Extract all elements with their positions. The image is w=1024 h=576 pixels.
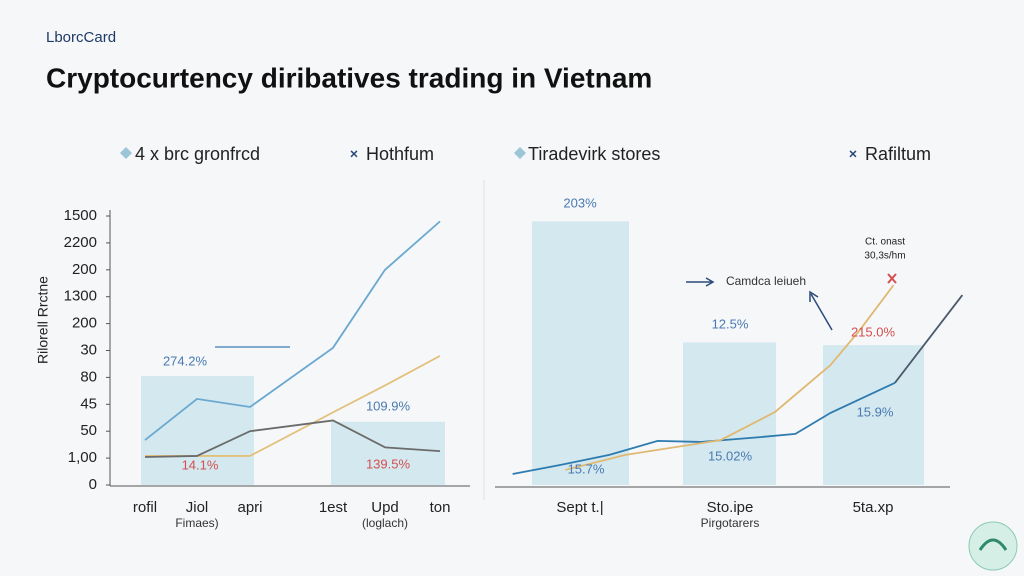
x-tick-label: 5ta.xp <box>853 499 894 516</box>
y-tick-label: 1,00 <box>68 449 97 466</box>
bar <box>683 342 776 485</box>
annotation: Camdca leiueh <box>726 274 806 288</box>
logo[interactable] <box>968 521 1018 571</box>
x-tick-label: Upd <box>371 499 399 516</box>
brand: LborcCard <box>46 29 116 46</box>
annotation: 15.9% <box>857 404 894 419</box>
y-tick-label: 30 <box>80 341 97 358</box>
bar <box>331 421 445 485</box>
x-sublabel: Pirgotarers <box>701 516 760 530</box>
legend-label: Tiradevirk stores <box>528 144 660 164</box>
x-tick-label: apri <box>237 499 262 516</box>
annotation-arrow <box>810 293 833 331</box>
x-tick-label: Sto.ipe <box>707 499 754 516</box>
annotation: Ct. onast <box>865 237 905 248</box>
y-tick-label: 80 <box>80 368 97 385</box>
bar <box>823 345 924 485</box>
annotation: 30,3s/hm <box>864 251 905 262</box>
annotation-arrow <box>705 277 715 287</box>
logo-mark <box>978 538 1008 551</box>
annotation: 14.1% <box>182 457 219 472</box>
x-tick-label: 1est <box>319 499 348 516</box>
marker <box>887 273 897 284</box>
y-tick-label: 0 <box>89 476 97 493</box>
x-tick-label: Jiol <box>186 499 209 516</box>
x-tick-label: rofil <box>133 499 157 516</box>
annotation: 12.5% <box>712 316 749 331</box>
legend-icon <box>120 147 132 159</box>
y-tick-label: 1500 <box>64 207 97 224</box>
annotation: 274.2% <box>163 353 208 368</box>
annotation: 15.7% <box>568 461 605 476</box>
annotation: 15.02% <box>708 448 753 463</box>
y-axis-label: Rilorell Rrctne <box>35 276 51 364</box>
y-tick-label: 45 <box>80 395 97 412</box>
y-tick-label: 1300 <box>64 288 97 305</box>
x-sublabel: (loglach) <box>362 516 408 530</box>
legend-label: Rafiltum <box>865 144 931 164</box>
annotation: 203% <box>563 195 597 210</box>
legend-label: 4 x brc gronfrcd <box>135 144 260 164</box>
bar <box>141 376 254 485</box>
annotation: 139.5% <box>366 456 411 471</box>
legend-icon: × <box>849 146 857 162</box>
x-tick-label: Sept t.| <box>556 499 603 516</box>
legend-icon: × <box>350 146 358 162</box>
legend-icon <box>514 147 526 159</box>
x-sublabel: Fimaes) <box>175 516 218 530</box>
line <box>144 419 441 458</box>
annotation: 215.0% <box>851 324 896 339</box>
y-tick-label: 2200 <box>64 234 97 251</box>
annotation: 109.9% <box>366 398 411 413</box>
y-tick-label: 200 <box>72 315 97 332</box>
line <box>144 220 441 441</box>
title: Cryptocurtency diribatives trading in Vi… <box>46 62 652 93</box>
line <box>894 294 964 384</box>
legend-label: Hothfum <box>366 144 434 164</box>
bar <box>532 221 629 485</box>
y-tick-label: 200 <box>72 261 97 278</box>
line <box>565 284 895 471</box>
y-tick-label: 50 <box>80 422 97 439</box>
x-tick-label: ton <box>430 499 451 516</box>
line <box>512 381 896 475</box>
annotation-arrow <box>809 290 819 302</box>
